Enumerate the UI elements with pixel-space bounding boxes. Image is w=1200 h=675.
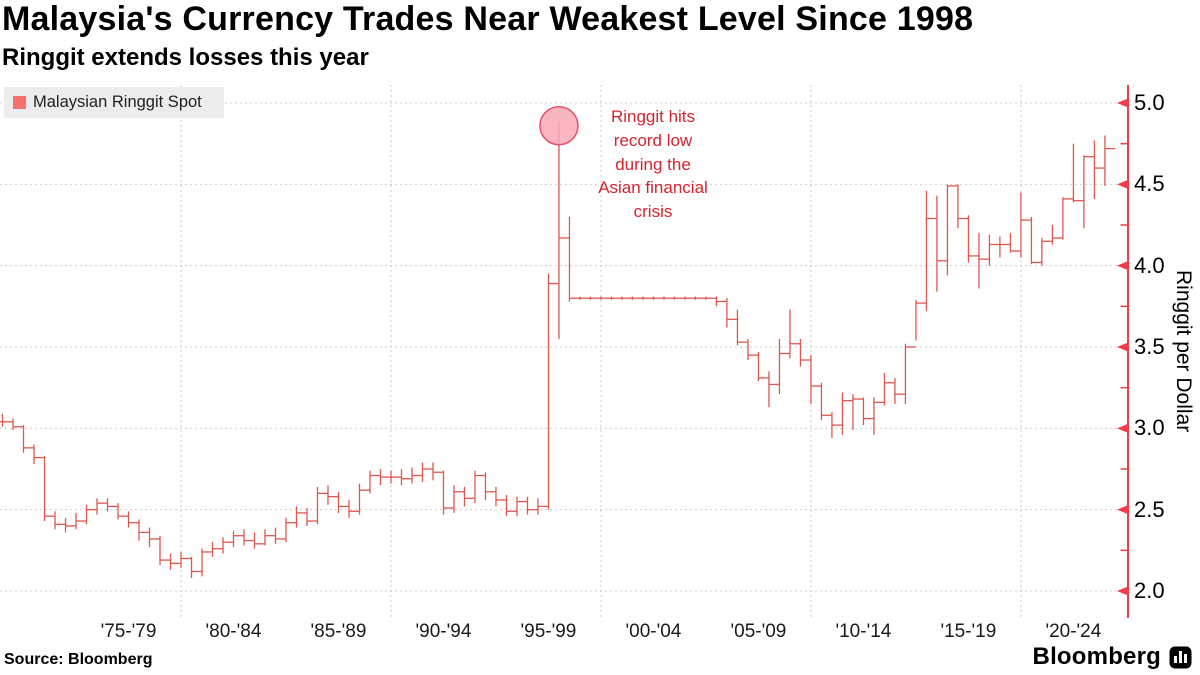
page-subtitle: Ringgit extends losses this year (2, 44, 369, 71)
x-tick-label: '85-'89 (310, 621, 367, 642)
x-tick-label: '75-'79 (100, 621, 157, 642)
y-tick-label: 2.0 (1134, 578, 1165, 603)
y-axis-arrow-tick (1117, 179, 1128, 189)
legend: Malaysian Ringgit Spot (4, 87, 224, 118)
bloomberg-wordmark: Bloomberg (1032, 643, 1161, 670)
x-tick-label: '05-'09 (730, 621, 787, 642)
y-tick-label: 4.0 (1134, 252, 1165, 278)
y-axis-title: Ringgit per Dollar (1172, 270, 1195, 433)
record-low-marker (539, 106, 579, 146)
y-axis-arrow-tick (1117, 261, 1128, 271)
y-axis-arrow-tick (1117, 98, 1128, 108)
y-tick-label: 3.5 (1134, 334, 1165, 359)
bloomberg-chart-badge-icon (1169, 646, 1192, 668)
gridlines (0, 85, 1128, 618)
x-tick-label: '10-'14 (835, 621, 892, 642)
price-bars (0, 121, 1116, 578)
y-axis-arrow-tick (1117, 505, 1128, 515)
x-tick-label: '20-'24 (1045, 621, 1102, 642)
source-note: Source: Bloomberg (4, 651, 153, 668)
y-axis-arrow-tick (1117, 342, 1128, 352)
y-tick-label: 4.5 (1134, 171, 1165, 197)
annotation-line: Ringgit hits (610, 107, 696, 126)
y-axis-arrow-tick (1117, 423, 1128, 433)
x-tick-label: '80-'84 (205, 621, 262, 642)
y-tick-label: 3.0 (1134, 415, 1165, 441)
y-tick-label: 5.0 (1134, 90, 1165, 115)
annotation-line: during the (615, 154, 691, 174)
y-axis (1117, 85, 1129, 618)
page-title: Malaysia's Currency Trades Near Weakest … (2, 0, 974, 38)
series-swatch-icon (13, 96, 26, 109)
y-axis-arrow-tick (1117, 586, 1128, 596)
x-tick-label: '90-'94 (415, 621, 472, 642)
x-tick-label: '95-'99 (520, 621, 577, 642)
x-tick-label: '00-'04 (625, 621, 682, 642)
y-tick-label: 2.5 (1134, 496, 1165, 522)
record-low-circle (539, 106, 579, 146)
bloomberg-logo: Bloomberg (1033, 643, 1192, 671)
x-tick-label: '15-'19 (940, 621, 997, 642)
annotation-line: record low (613, 130, 693, 150)
annotation-line: Asian financial (598, 178, 708, 198)
legend-label: Malaysian Ringgit Spot (33, 93, 202, 111)
annotation-line: crisis (633, 202, 673, 222)
record-low-annotation: Ringgit hits record low during the Asian fi… (583, 105, 723, 224)
